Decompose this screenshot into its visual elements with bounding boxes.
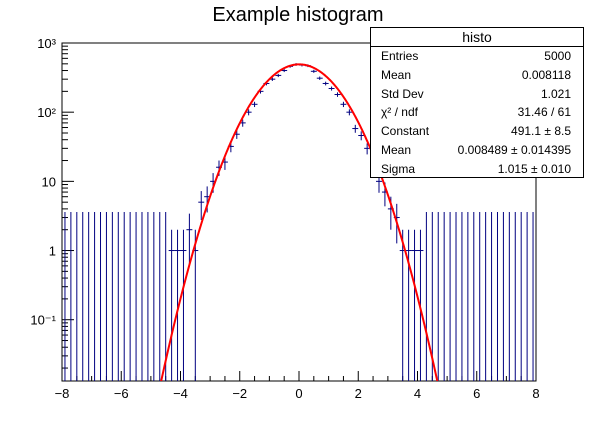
stats-value: 31.46 / 61 <box>517 105 571 120</box>
fit-curve <box>160 63 439 381</box>
x-tick-label: 4 <box>414 386 421 401</box>
stats-row-constant: Constant 491.1 ± 8.5 <box>371 122 583 141</box>
stats-label: Sigma <box>381 161 416 176</box>
y-tick-label: 10³ <box>37 36 56 51</box>
chart-title: Example histogram <box>212 4 384 26</box>
stats-box-title: histo <box>371 28 583 47</box>
stats-value: 491.1 ± 8.5 <box>511 124 571 139</box>
x-tick-label: −4 <box>173 386 188 401</box>
stats-value: 0.008489 ± 0.014395 <box>457 142 571 157</box>
stats-row-sigma: Sigma 1.015 ± 0.010 <box>371 160 583 179</box>
stats-label: Constant <box>381 124 430 139</box>
x-tick-label: 6 <box>473 386 480 401</box>
stats-label: χ² / ndf <box>381 105 418 120</box>
stats-row-stddev: Std Dev 1.021 <box>371 85 583 104</box>
x-tick-label: −8 <box>55 386 70 401</box>
stats-row-entries: Entries 5000 <box>371 47 583 66</box>
x-tick-label: 2 <box>355 386 362 401</box>
stats-box: histo Entries 5000 Mean 0.008118 Std Dev… <box>370 27 584 178</box>
x-tick-label: −6 <box>114 386 129 401</box>
y-tick-label: 10⁻¹ <box>30 313 56 328</box>
stats-value: 0.008118 <box>521 67 571 82</box>
stats-row-fit-mean: Mean 0.008489 ± 0.014395 <box>371 141 583 160</box>
stats-value: 1.015 ± 0.010 <box>497 161 571 176</box>
stats-label: Entries <box>381 49 419 63</box>
x-tick-label: −2 <box>232 386 247 401</box>
x-tick-label: 0 <box>295 386 302 401</box>
y-tick-label: 10² <box>37 105 56 120</box>
stats-label: Std Dev <box>381 86 424 101</box>
y-tick-label: 10 <box>42 174 56 189</box>
stats-row-chi2: χ² / ndf 31.46 / 61 <box>371 103 583 122</box>
stats-value: 1.021 <box>540 86 571 101</box>
histogram-series <box>64 63 534 381</box>
stats-value: 5000 <box>544 49 571 63</box>
stats-label: Mean <box>381 142 412 157</box>
stats-label: Mean <box>381 67 412 82</box>
y-tick-label: 1 <box>49 244 56 259</box>
stats-row-mean: Mean 0.008118 <box>371 66 583 85</box>
x-tick-label: 8 <box>532 386 539 401</box>
